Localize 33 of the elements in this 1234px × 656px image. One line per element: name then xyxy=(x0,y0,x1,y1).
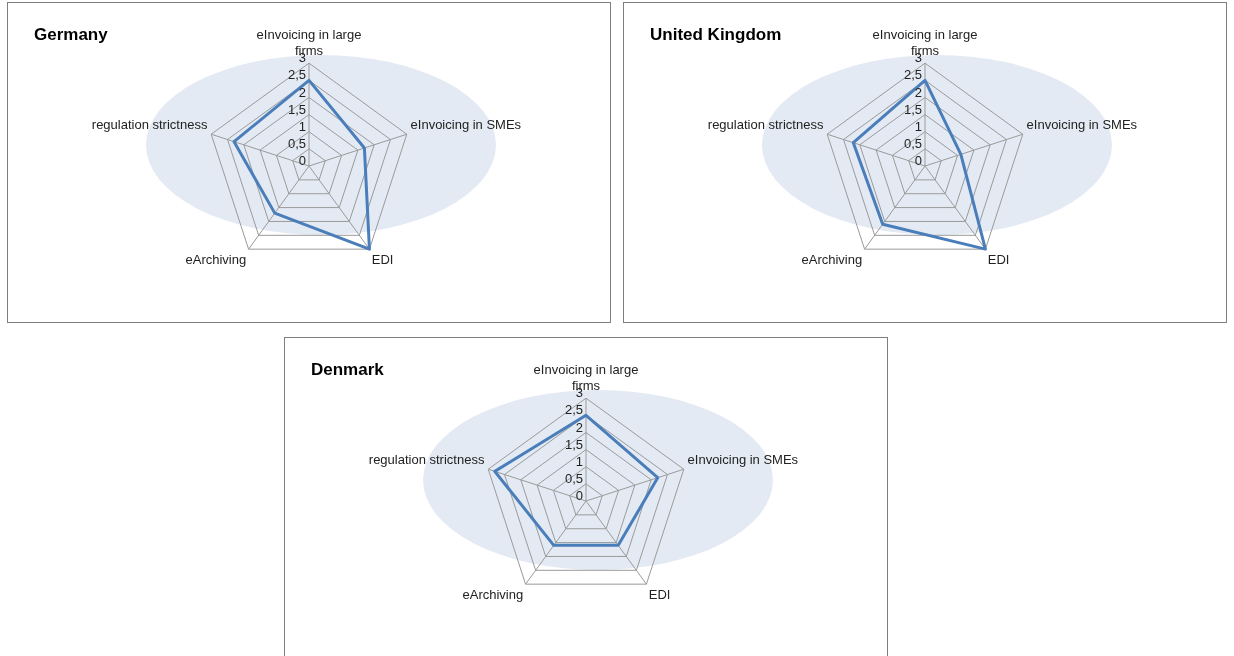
spoke-label: eArchiving xyxy=(462,586,524,602)
y-tick-label: 0 xyxy=(298,153,306,169)
spoke-label: regulation strictness xyxy=(707,116,824,132)
y-tick-label: 1 xyxy=(575,453,583,469)
y-tick-label: 0,5 xyxy=(564,470,583,486)
y-tick-label: 1,5 xyxy=(903,101,922,117)
spoke-label: eArchiving xyxy=(801,251,863,267)
spoke-label: eArchiving xyxy=(185,251,247,267)
spoke-label: EDI xyxy=(987,251,1010,267)
y-tick-label: 2,5 xyxy=(564,402,583,418)
y-tick-label: 2 xyxy=(914,84,922,100)
spoke-label: eInvoicing in SMEs xyxy=(410,116,522,132)
chart-title: Denmark xyxy=(311,360,384,380)
spoke-label: eInvoicing in SMEs xyxy=(1026,116,1138,132)
spoke-label: regulation strictness xyxy=(368,451,485,467)
spoke-label: regulation strictness xyxy=(91,116,208,132)
y-tick-label: 1 xyxy=(914,118,922,134)
y-tick-label: 2,5 xyxy=(287,67,306,83)
y-tick-label: 2 xyxy=(298,84,306,100)
y-tick-label: 0,5 xyxy=(903,135,922,151)
y-tick-label: 1,5 xyxy=(564,436,583,452)
y-tick-label: 0 xyxy=(914,153,922,169)
y-tick-label: 0,5 xyxy=(287,135,306,151)
y-tick-label: 2 xyxy=(575,419,583,435)
spoke-label: eInvoicing in SMEs xyxy=(687,451,799,467)
chart-title: United Kingdom xyxy=(650,25,782,45)
spoke-label: EDI xyxy=(371,251,394,267)
y-tick-label: 0 xyxy=(575,488,583,504)
spoke-label: EDI xyxy=(648,586,671,602)
chart-title: Germany xyxy=(34,25,108,45)
y-tick-label: 1,5 xyxy=(287,101,306,117)
y-tick-label: 1 xyxy=(298,118,306,134)
y-tick-label: 2,5 xyxy=(903,67,922,83)
